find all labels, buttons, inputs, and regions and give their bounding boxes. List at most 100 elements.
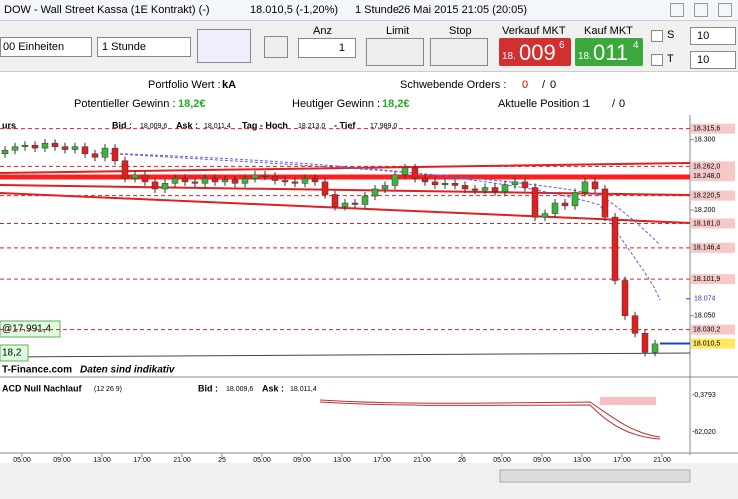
candle [141,174,149,183]
candle [621,280,629,316]
level-label: 18.315,6 [693,126,720,133]
candle [31,145,39,149]
scrollbar[interactable] [499,469,691,483]
level-label: 18.030,2 [693,326,720,333]
x-tick-label: 17:00 [613,457,631,464]
s-value: 10 [697,30,710,42]
candle [561,202,569,207]
orders-a: 0 [522,79,529,91]
candle [111,147,119,162]
chart: urs Bid : 18.009,6 Ask : 18.011,4 Tag - … [0,115,738,499]
candle [651,343,659,353]
title: DOW - Wall Street Kassa (1E Kontrakt) (-… [4,4,210,16]
low-label: - Tief [334,120,356,130]
units-select[interactable]: 00 Einheiten [0,37,92,57]
candle [1,149,9,154]
candle [91,153,99,158]
portfolio-value: kA [222,79,237,91]
pot-value: 18,2€ [178,98,206,110]
sell-big: 009 [519,40,556,65]
buy-label: Kauf MKT [584,25,633,37]
candle [51,142,59,147]
pos-b: 0 [619,98,626,110]
candle [641,333,649,353]
x-tick-label: 21:00 [173,457,191,464]
close[interactable] [718,3,732,17]
candle [531,187,539,218]
timeframe-select[interactable]: 1 Stunde [97,37,191,57]
candle [201,178,209,184]
candle [431,181,439,185]
x-tick-label: 21:00 [653,457,671,464]
candle [271,176,279,181]
x-tick-label: 17:00 [133,457,151,464]
candle [241,178,249,184]
candle [181,178,189,183]
candle [551,202,559,214]
limit-button[interactable] [366,38,424,66]
limit-label: Limit [386,25,410,37]
candle [81,146,89,154]
candle [291,181,299,184]
note: Daten sind indikativ [80,365,176,376]
candle [151,181,159,190]
sell-label: Verkauf MKT [502,25,566,37]
settings-button[interactable] [264,36,288,58]
indicator-params: (12 26 9) [94,386,122,393]
level-label: 18.146,4 [693,245,720,252]
candle [311,178,319,183]
orders-label: Schwebende Orders : [400,79,507,91]
candle [71,146,79,150]
candle [221,179,229,183]
buy-big: 011 [593,40,629,65]
chart-name: urs [2,120,16,130]
maximize[interactable] [694,3,708,17]
anz-input[interactable]: 1 [298,38,356,58]
t-checkbox[interactable] [651,54,663,66]
today-value: 18,2€ [382,98,410,110]
timeframe: 1 Stunde [102,41,147,53]
buy-button[interactable]: 18. 011 4 [575,38,643,66]
s-input[interactable]: 10 [690,27,736,45]
portfolio-label: Portfolio Wert : [148,79,221,91]
candle [191,181,199,184]
ask-label: Ask : [176,120,198,130]
pos-label: Aktuelle Position : [498,98,586,110]
profit-box [0,344,29,362]
s-checkbox[interactable] [651,30,663,42]
x-tick-label: 13:00 [573,457,591,464]
units: 00 Einheiten [3,41,65,53]
ask: 18.011,4 [204,123,231,130]
level-box [691,218,735,229]
stop-button[interactable] [430,38,488,66]
sell-button[interactable]: 18. 009 6 [499,38,571,66]
macd-lines [319,399,661,440]
candle [41,142,49,149]
candle [121,160,129,179]
t-label: T [667,53,674,65]
chart-type-button[interactable] [197,29,251,63]
y-tick-label: 18.300 [694,136,716,143]
x-tick-label: 26 [458,457,466,464]
interval: 1 Stunde [355,4,400,16]
s-label: S [667,29,675,41]
last-label: 18.010,5 [693,340,720,347]
blue-level-label: 18.074 [694,296,716,303]
candle [231,179,239,184]
indicator-name: ACD Null Nachlauf [2,383,83,393]
candle [331,194,339,207]
order-box[interactable] [0,320,61,338]
pos-sep: / [612,98,616,110]
order-value: 18,2 [2,348,22,359]
ind-bid-label: Bid : [198,383,218,393]
level-label: 18.248,0 [693,173,720,180]
site: T-Finance.com [2,365,72,376]
price: 18.010,5 (-1,20%) [250,4,339,16]
low: 17.989,0 [370,123,397,130]
sell-sup: 6 [559,40,565,51]
t-input[interactable]: 10 [690,51,736,69]
x-tick-label: 09:00 [53,457,71,464]
ind-axis-bottom: -62,020 [692,429,716,436]
minimize[interactable] [670,3,684,17]
titlebar [0,0,738,21]
